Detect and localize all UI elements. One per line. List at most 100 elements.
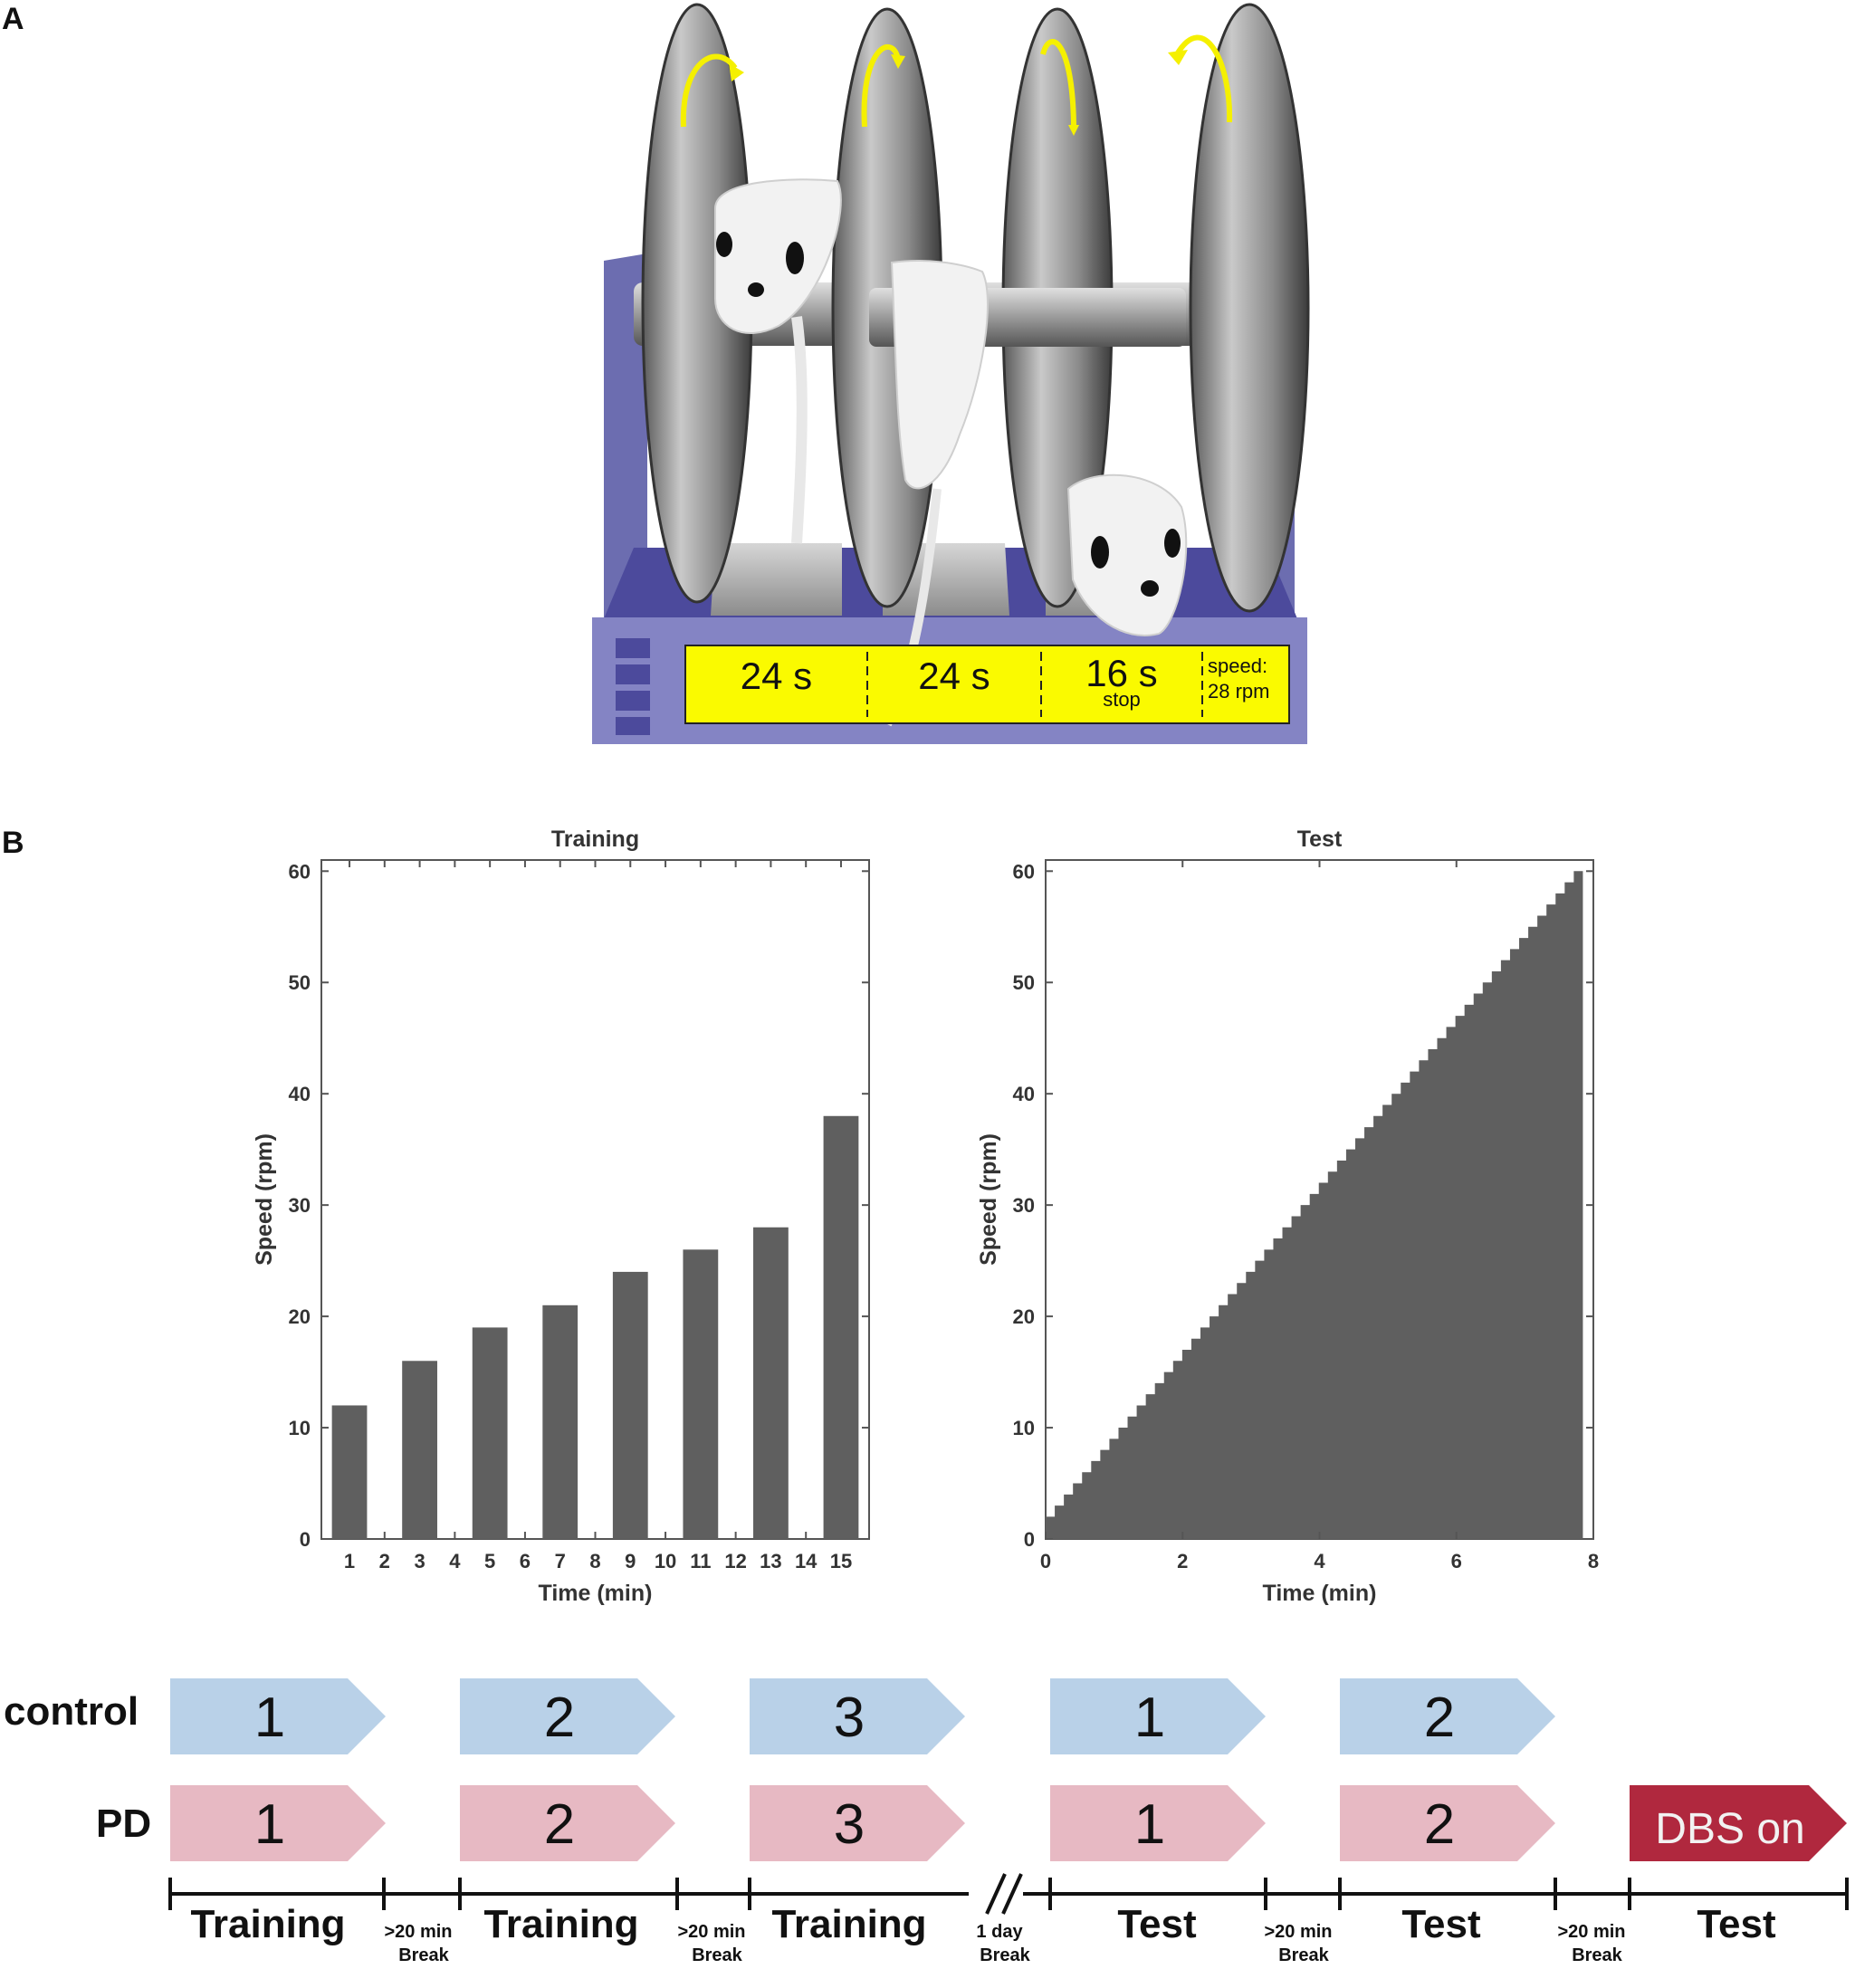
x-tick-label: 6 [1451,1550,1462,1572]
pd-arrow-1 [170,1785,386,1861]
break-label-bottom-3: Break [980,1945,1030,1965]
bar-7 [542,1305,578,1539]
display-seg-3-value: 16 s [1085,652,1158,694]
x-tick-label: 7 [555,1550,566,1572]
control-arrow-2 [460,1678,675,1754]
y-tick-label: 30 [1013,1194,1035,1217]
y-tick-label: 20 [289,1305,311,1328]
break-label-top-2: >20 min [677,1922,745,1942]
phase-label-1: Training [190,1902,345,1946]
y-axis-label: Speed (rpm) [252,1133,277,1266]
bar-1 [331,1405,368,1539]
phase-label-3: Training [771,1902,926,1946]
rotarod-illustration [592,3,1310,744]
protocol-timeline: 1 2 3 1 2 1 2 3 1 2 DBS on Training Training Training… [168,1678,1849,1965]
bar-15 [823,1115,859,1539]
speed-ramp-area [1046,871,1583,1539]
pd-arrow-4-label: 1 [1134,1793,1165,1856]
control-arrow-4 [1050,1678,1266,1754]
break-label-bottom-2: Break [692,1945,742,1965]
y-tick-label: 0 [300,1528,311,1551]
bar-5 [472,1327,508,1539]
control-arrow-2-label: 2 [544,1687,575,1749]
timer-display [684,645,1290,724]
break-label-bottom-4: Break [1278,1945,1329,1965]
control-arrow-5-label: 2 [1424,1687,1455,1749]
x-tick-label: 13 [760,1550,781,1572]
break-label-top-4: >20 min [1264,1922,1332,1942]
test-chart: Test 0 10 20 30 40 50 60 0 2 4 6 8 Time (min) Speed (r… [976,827,1599,1606]
x-tick-label: 5 [484,1550,495,1572]
display-speed: speed: 28 rpm [1208,654,1287,704]
phase-label-2: Training [483,1902,638,1946]
x-axis-label: Time (min) [539,1581,653,1606]
panel-b-letter: B [2,826,24,860]
pd-arrow-5 [1340,1785,1555,1861]
dbs-on-arrow [1630,1785,1847,1861]
display-seg-2-value: 24 s [918,655,990,697]
y-tick-label: 60 [289,860,311,883]
control-arrow-1-label: 1 [254,1687,285,1749]
break-label-top-1: >20 min [384,1922,452,1942]
bar-11 [683,1249,719,1539]
x-tick-label: 10 [655,1550,676,1572]
mouse-right [1066,473,1188,636]
break-label-bottom-5: Break [1572,1945,1622,1965]
bar-3 [402,1361,437,1539]
y-tick-label: 10 [1013,1417,1035,1439]
control-arrow-5 [1340,1678,1555,1754]
y-axis-label: Speed (rpm) [976,1133,1001,1266]
display-seg-3: 16 s stop [1041,645,1202,723]
control-arrow-4-label: 1 [1134,1687,1165,1749]
display-seg-1-value: 24 s [740,655,813,697]
bar-13 [753,1227,789,1539]
phase-label-4: Test [1117,1902,1197,1946]
x-tick-label: 15 [830,1550,852,1572]
pd-arrow-2 [460,1785,675,1861]
y-tick-label: 30 [289,1194,311,1217]
control-arrow-1 [170,1678,386,1754]
phase-label-5: Test [1401,1902,1481,1946]
y-tick-label: 20 [1013,1305,1035,1328]
display-seg-1: 24 s [685,645,867,723]
pd-arrow-2-label: 2 [544,1793,575,1856]
axis-break-2 [1001,1873,1023,1915]
group-label-control: control [4,1689,139,1734]
phase-label-6: Test [1697,1902,1776,1946]
break-label-top-3: 1 day [976,1922,1023,1942]
pd-arrow-3-label: 3 [834,1793,865,1856]
break-label-bottom-1: Break [398,1945,449,1965]
display-seg-2: 24 s [867,645,1041,723]
display-seg-3-sub: stop [1103,688,1141,711]
y-tick-label: 40 [289,1083,311,1105]
pd-arrow-4 [1050,1785,1266,1861]
y-tick-label: 50 [289,971,311,994]
y-tick-label: 60 [1013,860,1035,883]
x-tick-label: 8 [1588,1550,1599,1572]
x-tick-label: 11 [690,1550,711,1572]
x-tick-label: 3 [414,1550,425,1572]
display-speed-value: 28 rpm [1208,680,1270,702]
x-tick-label: 2 [1177,1550,1188,1572]
mouse-left [714,178,842,544]
control-arrow-3-label: 3 [834,1687,865,1749]
break-label-top-5: >20 min [1557,1922,1625,1942]
bar-9 [612,1271,648,1539]
x-tick-label: 6 [520,1550,531,1572]
y-tick-label: 10 [289,1417,311,1439]
x-tick-label: 8 [589,1550,600,1572]
x-tick-label: 4 [449,1550,461,1572]
pd-arrow-3 [750,1785,965,1861]
panel-a-letter: A [2,2,24,36]
pd-arrow-5-label: 2 [1424,1793,1455,1856]
y-tick-label: 40 [1013,1083,1035,1105]
x-tick-label: 9 [625,1550,636,1572]
chart-title: Training [551,827,639,852]
pd-arrow-1-label: 1 [254,1793,285,1856]
x-tick-label: 1 [344,1550,355,1572]
rotation-arrow-icons [680,34,1233,128]
x-axis-label: Time (min) [1263,1581,1377,1606]
chart-title: Test [1297,827,1343,852]
x-tick-label: 14 [795,1550,818,1572]
